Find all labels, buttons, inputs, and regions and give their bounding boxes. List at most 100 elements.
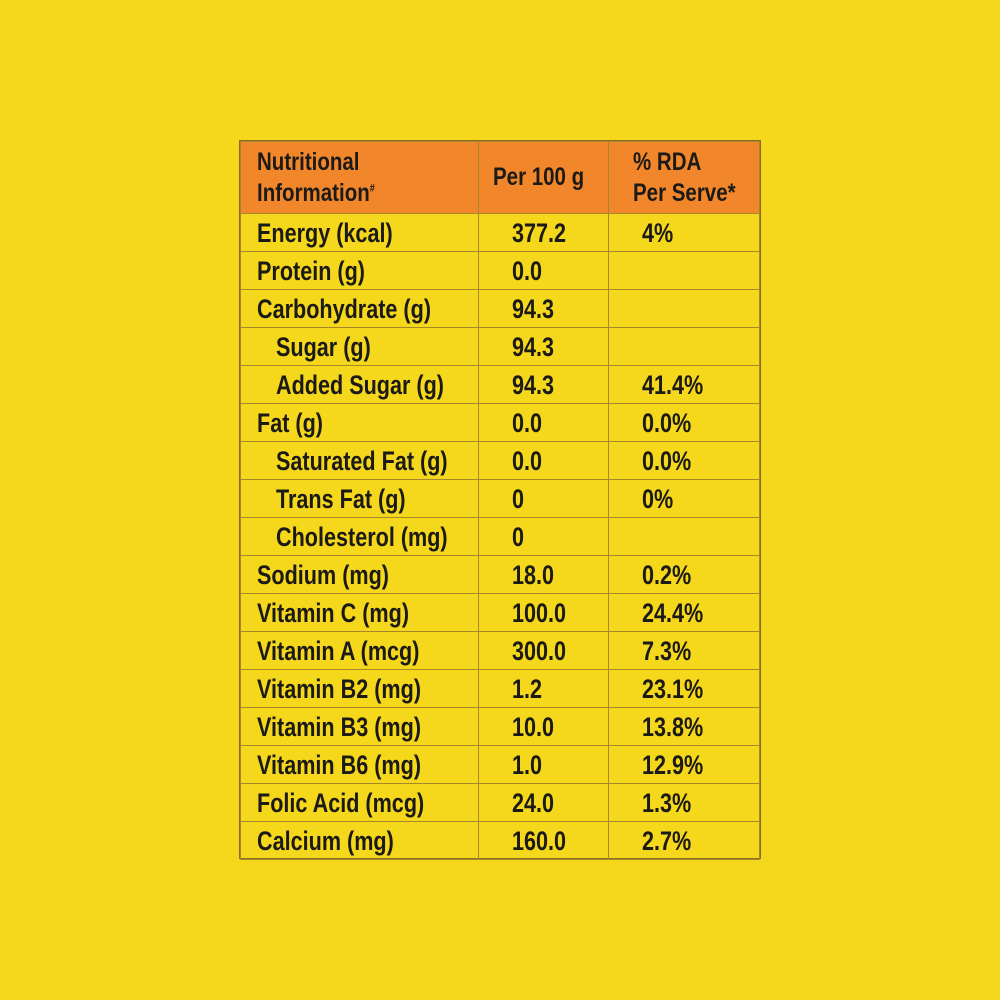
rda-value: 1.3% <box>608 783 760 822</box>
nutrient-name: Vitamin C (mg) <box>240 593 479 632</box>
nutrient-name: Protein (g) <box>240 251 479 290</box>
per-100g-text: 18.0 <box>512 559 555 590</box>
per-100g-value: 1.2 <box>478 669 609 708</box>
table-row: Calcium (mg) 160.0 2.7% <box>240 821 760 860</box>
per-100g-text: 0.0 <box>512 255 543 286</box>
per-100g-text: 94.3 <box>512 369 555 400</box>
rda-value: 24.4% <box>608 593 760 632</box>
nutrient-name-text: Vitamin B3 (mg) <box>257 711 422 742</box>
table-row: Vitamin B2 (mg) 1.2 23.1% <box>240 669 760 708</box>
rda-value: 4% <box>608 213 760 252</box>
nutrient-name-text: Carbohydrate (g) <box>257 293 432 324</box>
rda-text: 0% <box>642 483 674 514</box>
rda-text: 24.4% <box>642 597 704 628</box>
per-100g-text: 0.0 <box>512 445 543 476</box>
per-100g-text: 10.0 <box>512 711 555 742</box>
rda-value <box>608 251 760 290</box>
rda-text: 13.8% <box>642 711 704 742</box>
nutrient-name-text: Protein (g) <box>257 255 365 286</box>
rda-text: 0.0% <box>642 445 692 476</box>
per-100g-text: 377.2 <box>512 217 567 248</box>
rda-text: 1.3% <box>642 787 692 818</box>
nutrition-table: Nutritional Information# Per 100 g % RDA P… <box>240 141 760 860</box>
per-100g-value: 0 <box>478 479 609 518</box>
nutrient-name-text: Folic Acid (mcg) <box>257 787 425 818</box>
rda-value: 41.4% <box>608 365 760 404</box>
nutrient-name: Vitamin B3 (mg) <box>240 707 479 746</box>
per-100g-value: 0.0 <box>478 441 609 480</box>
table-row: Cholesterol (mg) 0 <box>240 517 760 556</box>
per-100g-text: 1.2 <box>512 673 543 704</box>
rda-value: 7.3% <box>608 631 760 670</box>
per-100g-value: 0.0 <box>478 251 609 290</box>
nutrient-name: Energy (kcal) <box>240 213 479 252</box>
header-name-line1: Nutritional <box>257 147 360 176</box>
nutrient-name-text: Fat (g) <box>257 407 323 438</box>
nutrient-name: Trans Fat (g) <box>240 479 479 518</box>
nutrient-name: Carbohydrate (g) <box>240 289 479 328</box>
per-100g-value: 0.0 <box>478 403 609 442</box>
table-row: Vitamin C (mg) 100.0 24.4% <box>240 593 760 632</box>
table-row: Vitamin B6 (mg) 1.0 12.9% <box>240 745 760 784</box>
table-row: Fat (g) 0.0 0.0% <box>240 403 760 442</box>
nutrient-name: Vitamin B2 (mg) <box>240 669 479 708</box>
nutrition-table-panel: Nutritional Information# Per 100 g % RDA P… <box>239 140 761 860</box>
nutrient-name-text: Cholesterol (mg) <box>276 521 448 552</box>
per-100g-text: 100.0 <box>512 597 567 628</box>
header-name-line2: Information <box>257 178 370 207</box>
nutrient-name-text: Vitamin B6 (mg) <box>257 749 422 780</box>
per-100g-text: 0.0 <box>512 407 543 438</box>
per-100g-text: 0 <box>512 483 525 514</box>
per-100g-value: 94.3 <box>478 289 609 328</box>
per-100g-text: 94.3 <box>512 331 555 362</box>
table-header-row: Nutritional Information# Per 100 g % RDA P… <box>240 141 760 214</box>
table-row: Sodium (mg) 18.0 0.2% <box>240 555 760 594</box>
nutrient-name-text: Sugar (g) <box>276 331 371 362</box>
rda-text: 0.0% <box>642 407 692 438</box>
rda-text: 0.2% <box>642 559 692 590</box>
rda-value: 23.1% <box>608 669 760 708</box>
per-100g-value: 0 <box>478 517 609 556</box>
nutrient-name-text: Vitamin A (mcg) <box>257 635 420 666</box>
nutrient-name-text: Trans Fat (g) <box>276 483 406 514</box>
per-100g-text: 24.0 <box>512 787 555 818</box>
rda-text: 23.1% <box>642 673 704 704</box>
nutrient-name: Sugar (g) <box>240 327 479 366</box>
nutrient-name-text: Saturated Fat (g) <box>276 445 448 476</box>
table-row: Folic Acid (mcg) 24.0 1.3% <box>240 783 760 822</box>
per-100g-text: 300.0 <box>512 635 567 666</box>
rda-value: 2.7% <box>608 821 760 860</box>
per-100g-value: 94.3 <box>478 365 609 404</box>
rda-value <box>608 327 760 366</box>
rda-value <box>608 289 760 328</box>
nutrient-name-text: Vitamin C (mg) <box>257 597 410 628</box>
table-row: Carbohydrate (g) 94.3 <box>240 289 760 328</box>
nutrient-name-text: Energy (kcal) <box>257 217 393 248</box>
per-100g-text: 1.0 <box>512 749 543 780</box>
nutrient-name-text: Sodium (mg) <box>257 559 389 590</box>
table-row: Added Sugar (g) 94.3 41.4% <box>240 365 760 404</box>
nutrient-name-text: Vitamin B2 (mg) <box>257 673 422 704</box>
nutrient-name: Added Sugar (g) <box>240 365 479 404</box>
rda-text: 4% <box>642 217 674 248</box>
rda-value: 12.9% <box>608 745 760 784</box>
rda-text: 2.7% <box>642 825 692 856</box>
per-100g-value: 300.0 <box>478 631 609 670</box>
per-100g-value: 94.3 <box>478 327 609 366</box>
nutrient-name: Vitamin B6 (mg) <box>240 745 479 784</box>
nutrient-name: Folic Acid (mcg) <box>240 783 479 822</box>
table-row: Trans Fat (g) 0 0% <box>240 479 760 518</box>
table-row: Energy (kcal) 377.2 4% <box>240 213 760 252</box>
per-100g-value: 18.0 <box>478 555 609 594</box>
per-100g-value: 1.0 <box>478 745 609 784</box>
nutrient-name-text: Calcium (mg) <box>257 825 394 856</box>
header-nutritional-information: Nutritional Information# <box>240 141 479 214</box>
rda-text: 12.9% <box>642 749 704 780</box>
rda-value: 0.0% <box>608 403 760 442</box>
per-100g-value: 377.2 <box>478 213 609 252</box>
nutrient-name: Saturated Fat (g) <box>240 441 479 480</box>
rda-value <box>608 517 760 556</box>
header-rda-line1: % RDA <box>633 147 702 176</box>
per-100g-value: 10.0 <box>478 707 609 746</box>
nutrient-name: Vitamin A (mcg) <box>240 631 479 670</box>
